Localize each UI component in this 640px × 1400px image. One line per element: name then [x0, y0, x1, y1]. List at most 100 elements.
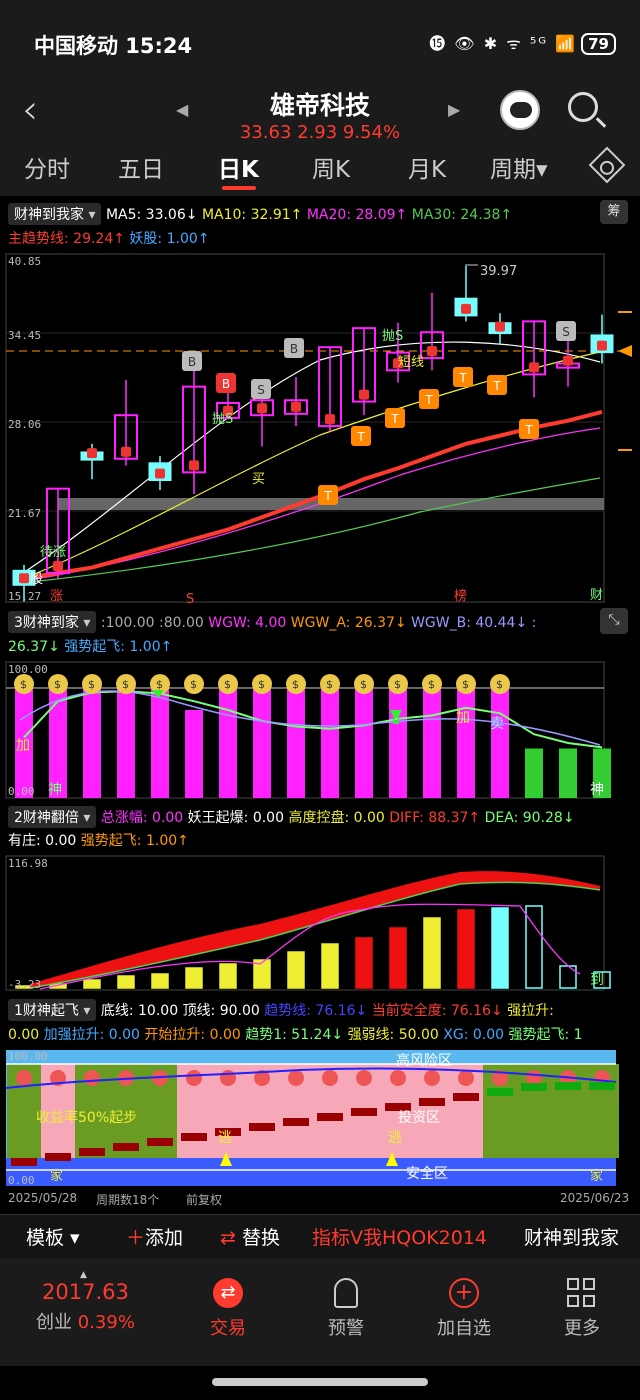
p2-bar: [287, 951, 305, 989]
signal-box: [427, 346, 437, 357]
tab-period[interactable]: 周期▾: [490, 157, 548, 183]
xg-value: XG: 0.00: [443, 1027, 505, 1043]
bell-icon: [334, 1278, 358, 1308]
p2-bar: [525, 905, 543, 989]
p1-axis-min: 0.00: [8, 1174, 35, 1187]
coin-bag-icon: [388, 674, 408, 694]
p1-box: [555, 1082, 581, 1090]
p3-indicator-select[interactable]: 3财神到家: [8, 611, 97, 633]
arrive-label: 到: [590, 972, 604, 988]
p3-legend-row1: 3财神到家 :100.00 :80.00 WGW: 4.00 WGW_A: 26…: [8, 611, 536, 633]
god-label: 神: [48, 782, 62, 798]
mascot-icon[interactable]: [500, 90, 540, 130]
p2-legend-row2: 有庄: 0.00 强势起飞: 1.00↑: [8, 830, 189, 850]
escape-label: 逃: [218, 1130, 232, 1146]
t-marker: T: [424, 393, 433, 407]
main-candle-chart[interactable]: 40.85 34.45 28.06 21.67 15.27 39.97 B B …: [0, 250, 640, 606]
invest-zone-label: 投资区: [398, 1110, 440, 1126]
coin-symbol: $: [20, 678, 27, 691]
replace-button[interactable]: ⇄ 替换: [220, 1223, 280, 1250]
p2-bar: [49, 983, 67, 989]
p1-box: [215, 1128, 241, 1136]
back-chevron-icon[interactable]: ‹: [22, 87, 38, 133]
tab-daily-k[interactable]: 日K: [218, 157, 259, 183]
p3-strong-value: 强势起飞: 1.00↑: [64, 639, 173, 655]
nav-more[interactable]: 更多: [532, 1258, 632, 1340]
p1-axis-max: 100.00: [8, 1050, 48, 1063]
p3-bar: [185, 710, 203, 798]
t-marker: T: [524, 423, 533, 437]
p2-bar: [423, 917, 441, 989]
dealer-value: 有庄: 0.00: [8, 833, 77, 849]
t-marker: T: [390, 412, 399, 426]
indicator-wealth-tab[interactable]: 财神到我家: [524, 1227, 620, 1249]
start-pull-value: 开始拉升: 0.00: [144, 1027, 241, 1043]
replace-label: 替换: [241, 1227, 280, 1249]
coin-bag-icon: [490, 674, 510, 694]
coin-symbol: $: [258, 678, 265, 691]
nav-alert-label: 预警: [328, 1318, 364, 1339]
nav-add-fav[interactable]: + 加自选: [414, 1258, 514, 1340]
diff-band: [30, 871, 600, 988]
safe-zone-band: [6, 1158, 616, 1186]
p1-box: [521, 1083, 547, 1091]
candle-body: [352, 327, 376, 403]
coin-symbol: $: [394, 678, 401, 691]
tab-five-day[interactable]: 五日: [118, 157, 164, 183]
p1-box: [385, 1103, 411, 1111]
p2-bar: [253, 959, 271, 989]
trend1-value: 趋势1: 51.24↓: [245, 1027, 344, 1043]
search-icon[interactable]: [568, 92, 598, 122]
template-button[interactable]: 模板 ▾: [26, 1227, 80, 1249]
p1-box: [283, 1118, 309, 1126]
index-change: 0.39%: [77, 1312, 135, 1333]
main-indicator-select[interactable]: 财神到我家: [8, 203, 102, 225]
signal-box: [495, 321, 505, 332]
demon-king-value: 妖王起爆: 0.00: [187, 810, 284, 826]
p2-bar: [593, 971, 611, 989]
p1-box: [453, 1093, 479, 1101]
coin-bag-icon: [14, 674, 34, 694]
p3-bar: [49, 688, 67, 798]
p2-indicator-select[interactable]: 2财神翻倍: [8, 806, 97, 828]
p1-dot: [186, 1070, 202, 1086]
expand-icon[interactable]: ⤡: [600, 608, 628, 634]
trend-line: [5, 1067, 617, 1089]
sell-marker: S: [257, 383, 265, 397]
add-button[interactable]: ＋添加: [126, 1223, 183, 1250]
sell-marker: S: [562, 325, 570, 339]
nav-trade[interactable]: ⇄ 交易: [178, 1258, 278, 1340]
tab-monthly-k[interactable]: 月K: [408, 157, 447, 183]
add-label: 加: [16, 738, 30, 754]
status-time: 中国移动 15:24: [34, 34, 193, 58]
index-widget[interactable]: ▲ 2017.63 创业 0.39%: [36, 1270, 135, 1334]
coin-symbol: $: [54, 678, 61, 691]
ma30-line: [29, 477, 601, 583]
candle-body: [114, 414, 138, 460]
settings-hex-icon[interactable]: [588, 146, 626, 184]
p1-indicator-select[interactable]: 1财神起飞: [8, 999, 97, 1021]
throw-s-label: 抛S: [382, 329, 403, 344]
p1-strong-value: 强势起飞: 1: [508, 1027, 583, 1043]
p2-bar: [491, 907, 509, 989]
adjust-mode: 前复权: [186, 1193, 223, 1207]
ma20-value: MA20: 28.09↑: [306, 207, 408, 223]
prev-stock-arrow-icon[interactable]: ◀: [176, 100, 189, 119]
t-marker: T: [323, 489, 332, 503]
next-stock-arrow-icon[interactable]: ▶: [448, 100, 461, 119]
plus-icon: ＋: [126, 1227, 146, 1249]
tab-weekly-k[interactable]: 周K: [312, 157, 351, 183]
ma30-value: MA30: 24.38↑: [411, 207, 513, 223]
height-control-value: 高度控盘: 0.00: [288, 810, 385, 826]
candle-body: [46, 487, 70, 575]
tab-intraday[interactable]: 分时: [24, 157, 70, 183]
p2-bar: [83, 979, 101, 989]
buy-marker: B: [188, 355, 196, 369]
chip-distribution-button[interactable]: 筹: [600, 200, 628, 224]
nav-alert[interactable]: 预警: [296, 1258, 396, 1340]
signal-box: [189, 460, 199, 471]
p1-box: [317, 1113, 343, 1121]
dea-line: [29, 881, 601, 989]
indicator-v-tab[interactable]: 指标V我HQOK2014: [312, 1227, 488, 1249]
signal-box: [223, 405, 233, 416]
